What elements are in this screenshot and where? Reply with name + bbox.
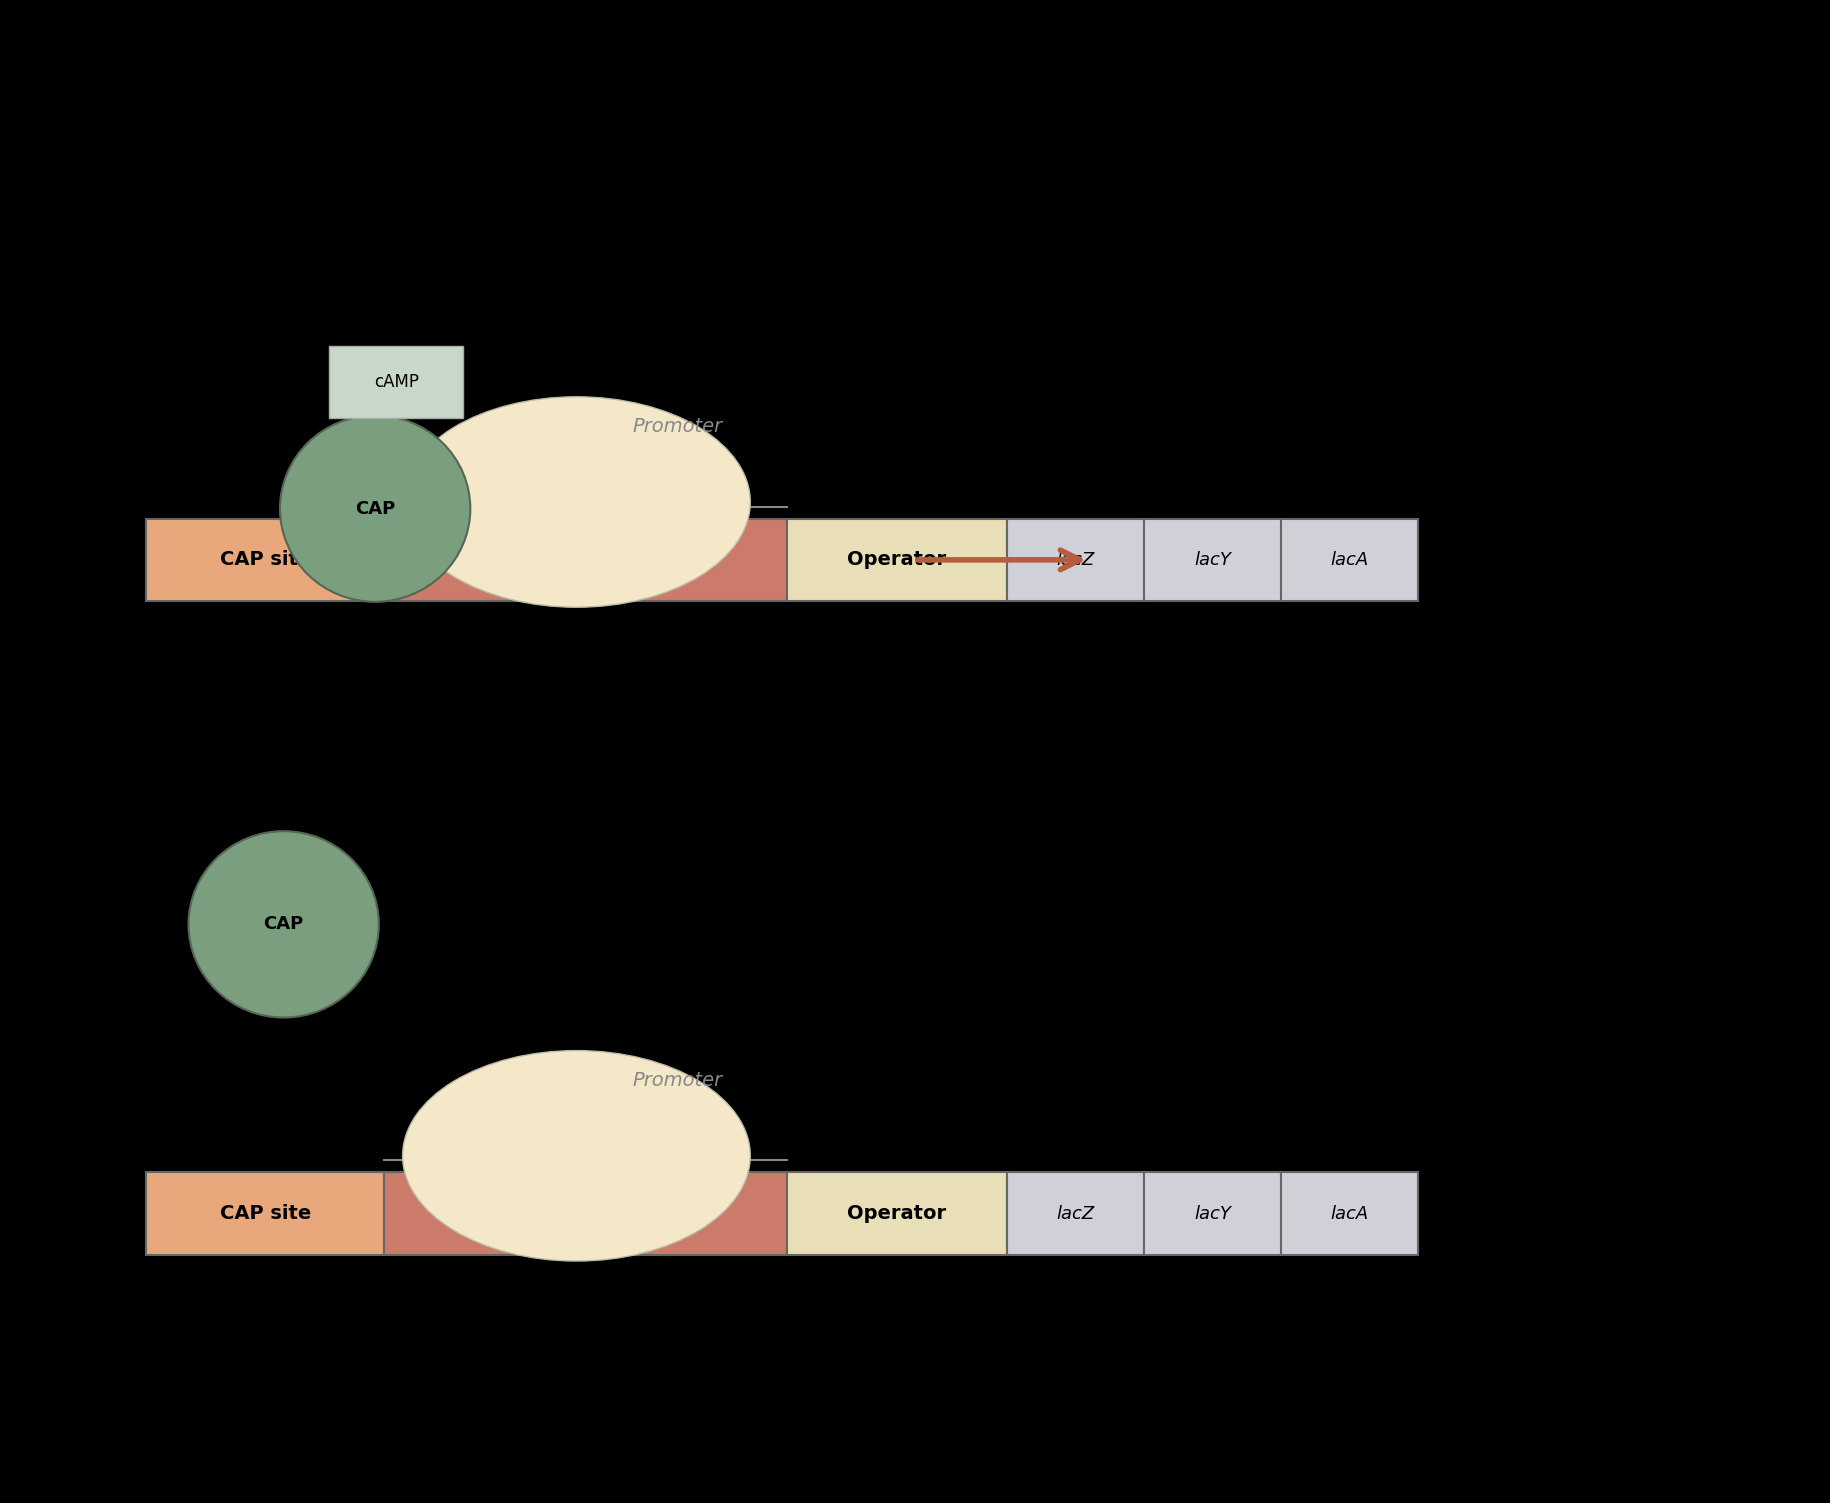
Text: lacZ: lacZ [1056,552,1094,568]
Text: cAMP: cAMP [373,373,419,391]
FancyBboxPatch shape [1007,519,1144,601]
Text: CAP: CAP [264,915,304,933]
Ellipse shape [280,415,470,601]
Ellipse shape [188,831,379,1018]
Text: CAP site: CAP site [220,550,311,570]
Text: Operator: Operator [847,550,946,570]
Text: lacY: lacY [1193,1205,1232,1222]
Text: Promoter: Promoter [631,1070,723,1090]
FancyBboxPatch shape [146,519,384,601]
FancyBboxPatch shape [329,346,463,418]
Text: Promoter: Promoter [631,416,723,436]
Text: RNA Polymerase: RNA Polymerase [501,613,651,631]
Text: lacA: lacA [1330,552,1369,568]
FancyBboxPatch shape [787,1172,1006,1255]
Ellipse shape [403,1051,750,1261]
FancyBboxPatch shape [384,1172,787,1255]
FancyBboxPatch shape [1144,519,1281,601]
Text: lacZ: lacZ [1056,1205,1094,1222]
FancyBboxPatch shape [1281,1172,1418,1255]
Text: Operator: Operator [847,1204,946,1223]
Text: lacA: lacA [1330,1205,1369,1222]
FancyBboxPatch shape [384,519,787,601]
FancyBboxPatch shape [1144,1172,1281,1255]
Text: CAP: CAP [355,499,395,517]
Ellipse shape [403,397,750,607]
FancyBboxPatch shape [1281,519,1418,601]
FancyBboxPatch shape [1007,1172,1144,1255]
Text: lacY: lacY [1193,552,1232,568]
Text: RNA Polymerase: RNA Polymerase [501,1267,651,1285]
FancyBboxPatch shape [787,519,1006,601]
FancyBboxPatch shape [146,1172,384,1255]
Text: CAP site: CAP site [220,1204,311,1223]
